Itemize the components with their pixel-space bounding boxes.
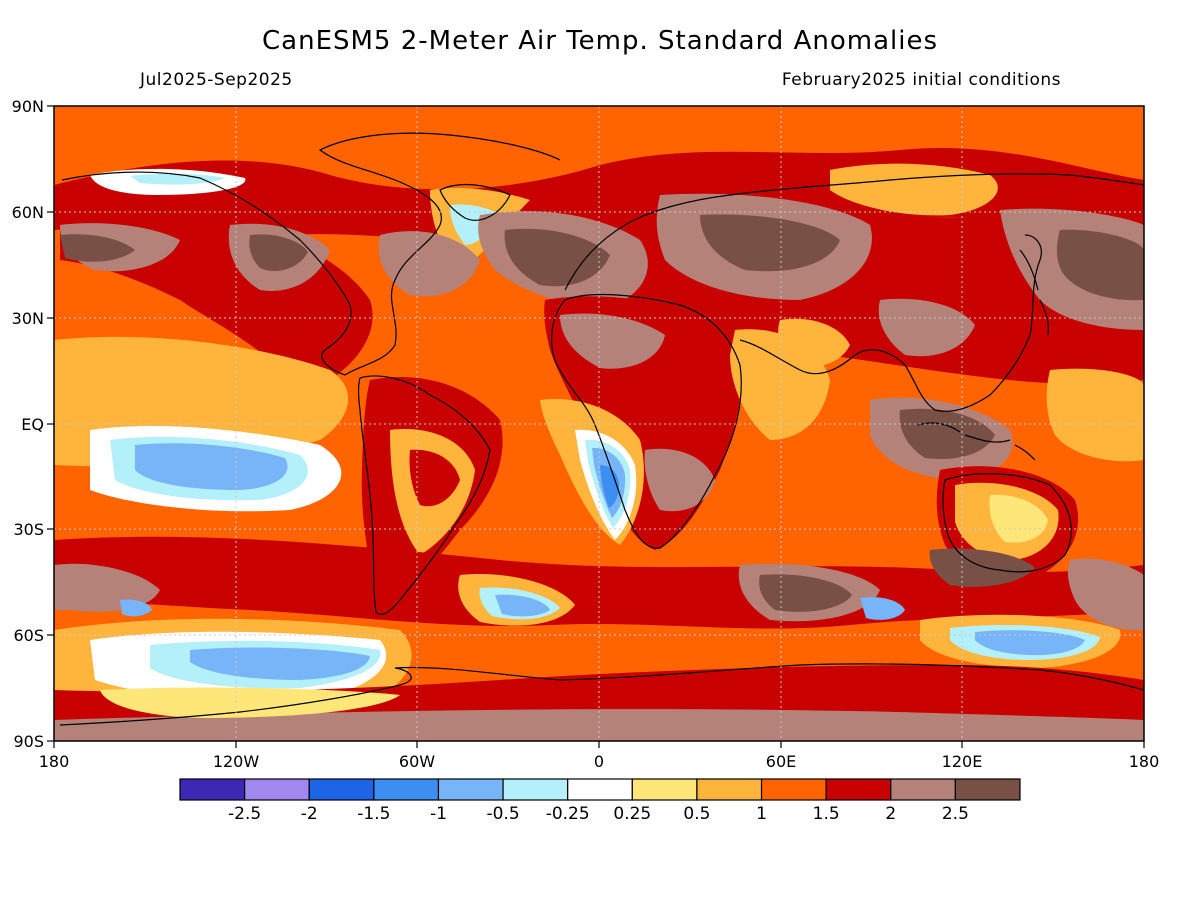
tasman-very-hot (929, 548, 1035, 587)
west-indian-ocean-warm (730, 329, 830, 440)
colorbar-label-10: 2 (885, 804, 896, 824)
north-atlantic-very-hot (504, 228, 610, 287)
north-america-east-coast (318, 132, 561, 376)
amazon-patch (409, 449, 460, 507)
south-pacific-cool-spot (120, 599, 152, 617)
africa-coast (550, 293, 742, 549)
colorbar-label-3: -1 (430, 804, 447, 824)
colorbar-swatch-12 (954, 778, 1021, 801)
canada-very-hot (249, 234, 308, 272)
lon-label-60w: 60W (399, 752, 435, 771)
colorbar-swatch-9 (760, 778, 827, 801)
colorbar-swatch-2 (308, 778, 375, 801)
colorbar-swatch-7 (631, 778, 698, 801)
japan-coast (1019, 249, 1050, 336)
east-asia-very-hot (1056, 229, 1144, 301)
colorbar-label-4: -0.5 (486, 804, 519, 824)
lat-label-30n: 30N (12, 309, 44, 328)
chart-title: CanESM5 2-Meter Air Temp. Standard Anoma… (262, 26, 938, 56)
eurasia-north-coast (564, 173, 1144, 291)
colorbar-swatch-1 (244, 778, 310, 801)
colorbar-label-0: -2.5 (228, 804, 261, 824)
west-pacific-warm (1046, 368, 1144, 462)
lat-label-60n: 60N (12, 203, 44, 222)
labrador-hot (378, 231, 480, 297)
lon-label-180-west: 180 (39, 752, 70, 771)
initial-conditions: February2025 initial conditions (781, 70, 1061, 90)
colorbar-swatch-4 (437, 778, 504, 801)
lat-label-90n: 90N (12, 97, 44, 116)
south-pacific-hot (54, 563, 160, 612)
lat-label-eq: EQ (21, 415, 44, 434)
colorbar-label-5: -0.25 (546, 804, 590, 824)
lon-label-120e: 120E (942, 752, 983, 771)
pacific-cool-mid (135, 443, 288, 490)
lon-label-60e: 60E (766, 752, 796, 771)
angola-cool (600, 465, 619, 508)
colorbar-label-11: 2.5 (942, 804, 969, 824)
antarctica-hot (54, 709, 1144, 741)
colorbar-swatch-10 (825, 778, 892, 801)
central-asia-hot (878, 298, 975, 357)
antarctica-coast (59, 663, 1144, 726)
colorbar-label-8: 1 (756, 804, 767, 824)
colorbar-swatch-8 (696, 778, 763, 801)
lat-lon-grid (54, 106, 1144, 741)
south-africa-hot (644, 448, 715, 512)
sahara-hot (560, 313, 665, 369)
south-pacific-east-hot (1067, 558, 1144, 631)
colorbar-swatch-3 (373, 778, 440, 801)
colorbar-swatch-11 (890, 778, 956, 801)
colorbar-swatch-5 (502, 778, 569, 801)
west-antarctica-light (100, 687, 400, 718)
valid-period: Jul2025-Sep2025 (140, 70, 293, 90)
lon-label-0: 0 (594, 752, 604, 771)
lat-label-60s: 60S (13, 626, 44, 645)
lon-label-120w: 120W (213, 752, 260, 771)
siberia-patch (830, 163, 998, 216)
colorbar-label-7: 0.5 (683, 804, 710, 824)
ross-sea-cool-mid (190, 647, 370, 680)
south-atlantic-cool (495, 594, 550, 617)
colorbar-label-1: -2 (301, 804, 318, 824)
alaska-cool (130, 173, 225, 185)
colorbar-swatch-0 (179, 778, 246, 801)
australia-coast (942, 473, 1072, 573)
coastlines (59, 132, 1144, 726)
kerguelen-cool (860, 597, 905, 620)
lon-label-180-east: 180 (1129, 752, 1160, 771)
lat-label-90s: 90S (13, 732, 44, 751)
antarctic-indian-cool (975, 630, 1085, 656)
south-asia-coast (739, 234, 1042, 412)
colorbar-label-2: -1.5 (357, 804, 390, 824)
axis-ticks (47, 105, 1145, 748)
south-america-coast (357, 375, 491, 615)
maritime-continent-very-hot (899, 408, 995, 460)
map-field (54, 106, 1144, 741)
pacific-nw-very-hot (60, 234, 135, 262)
indonesia-coast (917, 422, 1036, 461)
colorbar-label-6: 0.25 (613, 804, 651, 824)
colorbar-label-9: 1.5 (813, 804, 840, 824)
australia-light (989, 494, 1048, 543)
colorbar: -2.5 -2 -1.5 -1 -0.5 -0.25 0.25 0.5 1 1.5 2 2.5 (179, 778, 1021, 824)
colorbar-swatch-6 (567, 778, 633, 801)
south-indian-very-hot (759, 574, 852, 612)
lat-label-30s: 30S (13, 520, 44, 539)
north-america-west-coast (61, 171, 352, 376)
russia-very-hot (700, 214, 840, 272)
greenland-coast (439, 184, 511, 221)
